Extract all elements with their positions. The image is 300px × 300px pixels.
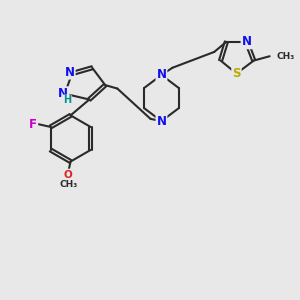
- Text: N: N: [58, 87, 68, 100]
- Text: F: F: [29, 118, 37, 130]
- Text: H: H: [63, 95, 71, 105]
- Text: O: O: [63, 169, 72, 179]
- Text: N: N: [65, 66, 75, 79]
- Text: S: S: [232, 67, 241, 80]
- Text: N: N: [156, 115, 167, 128]
- Text: N: N: [242, 35, 252, 48]
- Text: CH₃: CH₃: [60, 180, 78, 189]
- Text: N: N: [156, 68, 167, 82]
- Text: CH₃: CH₃: [277, 52, 295, 61]
